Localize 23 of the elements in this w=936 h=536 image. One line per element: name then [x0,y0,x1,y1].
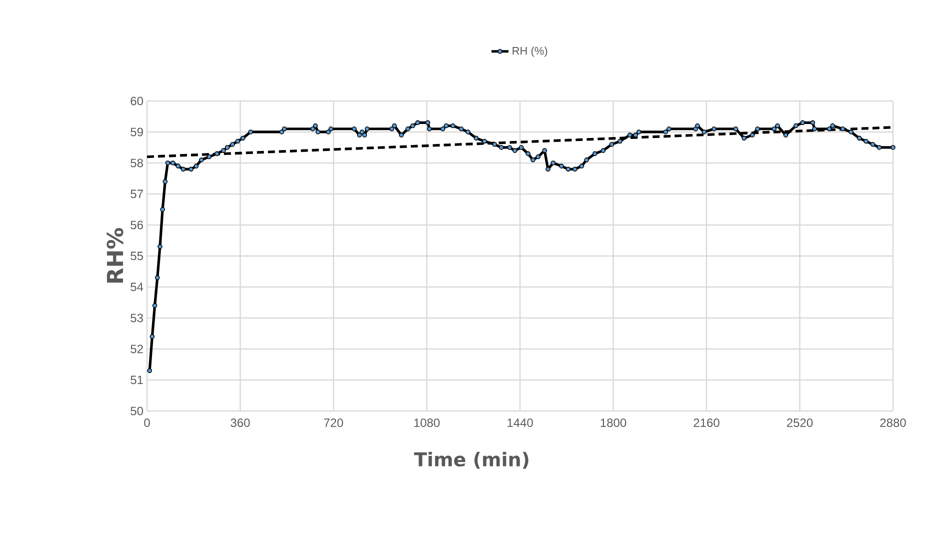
x-tick-label: 2880 [880,418,906,428]
y-tick-label: 57 [130,190,143,198]
y-tick-label: 50 [130,406,144,416]
x-tick-label: 1440 [508,418,533,428]
x-tick-label: 720 [324,418,344,428]
y-tick-label: 54 [130,282,144,292]
x-axis-title: Time (min) [414,452,528,469]
x-tick-label: 2160 [694,418,720,428]
y-tick-label: 56 [130,220,143,230]
y-axis-title: RH% [106,228,124,283]
y-tick-label: 60 [130,96,144,106]
y-tick-label: 58 [130,158,143,168]
y-tick-label: 53 [130,314,143,322]
y-tick-label: 51 [130,376,143,384]
x-tick-label: 1080 [414,418,440,428]
legend-label: RH (%) [512,46,548,57]
x-tick-label: 2520 [787,418,813,428]
y-tick-label: 52 [130,344,143,354]
x-tick-label: 0 [144,418,150,428]
y-tick-label: 55 [130,252,143,260]
x-tick-label: 360 [230,418,250,428]
x-tick-label: 1800 [600,418,626,428]
y-tick-label: 59 [130,128,143,136]
